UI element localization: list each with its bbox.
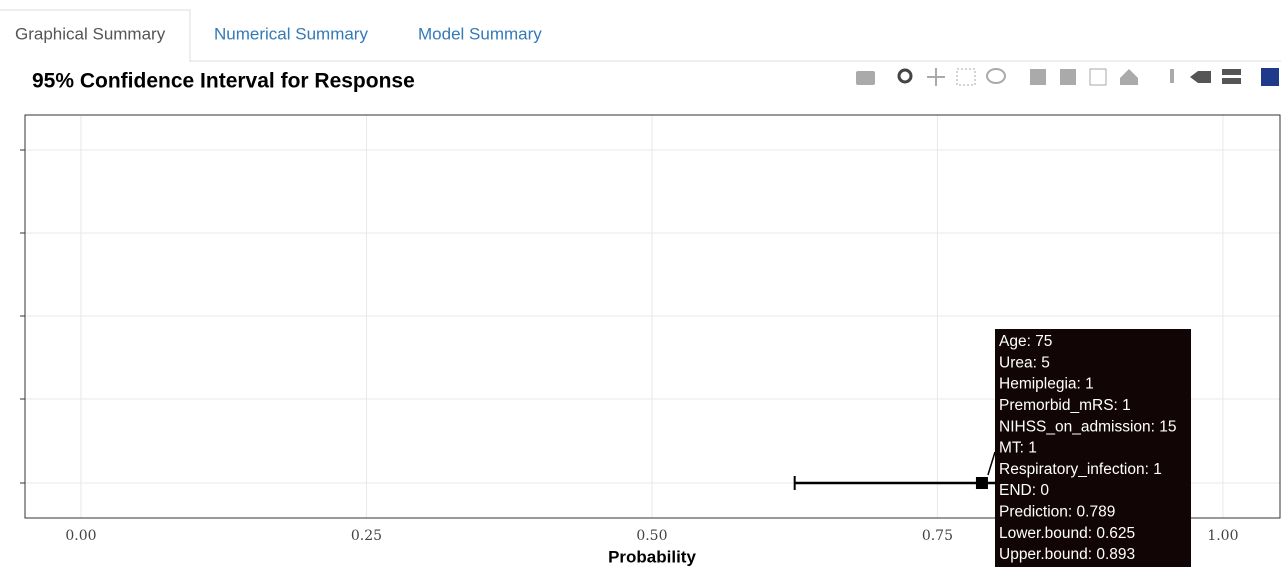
tooltip: Age: 75 Urea: 5 Hemiplegia: 1 Premorbid_mRS… [987, 329, 1191, 569]
x-tick-label: 0.75 [922, 528, 953, 544]
tab[interactable]: Graphical Summary [15, 24, 166, 43]
tooltip-line: Premorbid_mRS: 1 [999, 397, 1131, 414]
tab[interactable]: Model Summary [418, 24, 542, 43]
x-tick-label: 1.00 [1207, 528, 1238, 544]
reset-icon[interactable] [1120, 69, 1138, 85]
point [975, 477, 988, 489]
hover-closest-icon[interactable] [1190, 71, 1211, 83]
plot [80, 115, 1224, 518]
tooltip-box [995, 329, 1191, 569]
tooltip-line: Urea: 5 [999, 354, 1050, 371]
tooltip-line: Lower.bound: 0.625 [999, 525, 1135, 542]
pan-icon[interactable] [927, 68, 945, 86]
spike-icon[interactable] [1170, 69, 1174, 83]
y-ticks [20, 149, 25, 484]
autoscale-icon[interactable] [1089, 68, 1107, 86]
zoom-in-icon[interactable] [1030, 69, 1046, 85]
lasso-icon[interactable] [986, 68, 1006, 84]
x-tick-label: 0.00 [65, 528, 96, 544]
zoom-out-icon[interactable] [1060, 69, 1076, 85]
hover-compare-icon[interactable] [1222, 78, 1241, 84]
plot-frame [24, 114, 1281, 519]
x-axis-label: Probability [608, 547, 696, 566]
tooltip-line: MT: 1 [999, 440, 1037, 457]
hover-compare-icon[interactable] [1222, 69, 1241, 75]
plotly-logo[interactable] [1261, 68, 1279, 86]
tooltip-line: Age: 75 [999, 333, 1052, 350]
tooltip-line: Prediction: 0.789 [999, 503, 1115, 520]
tooltip-pointer [987, 451, 996, 476]
tooltip-line: Hemiplegia: 1 [999, 376, 1094, 393]
tooltip-line: END: 0 [999, 482, 1049, 499]
tab-border [0, 9, 1281, 62]
tooltip-line: Upper.bound: 0.893 [999, 546, 1135, 563]
tab[interactable]: Numerical Summary [214, 24, 368, 43]
camera-icon[interactable] [856, 71, 875, 85]
select-icon[interactable] [956, 68, 976, 86]
x-tick-label: 0.50 [636, 528, 667, 544]
zoom-icon[interactable] [897, 68, 913, 84]
chart-title: 95% Confidence Interval for Response [32, 70, 415, 93]
tooltip-line: NIHSS_on_admission: 15 [999, 418, 1177, 435]
toolbar [856, 68, 1279, 86]
tooltip-line: Respiratory_infection: 1 [999, 461, 1162, 478]
x-tick-label: 0.25 [351, 528, 382, 544]
